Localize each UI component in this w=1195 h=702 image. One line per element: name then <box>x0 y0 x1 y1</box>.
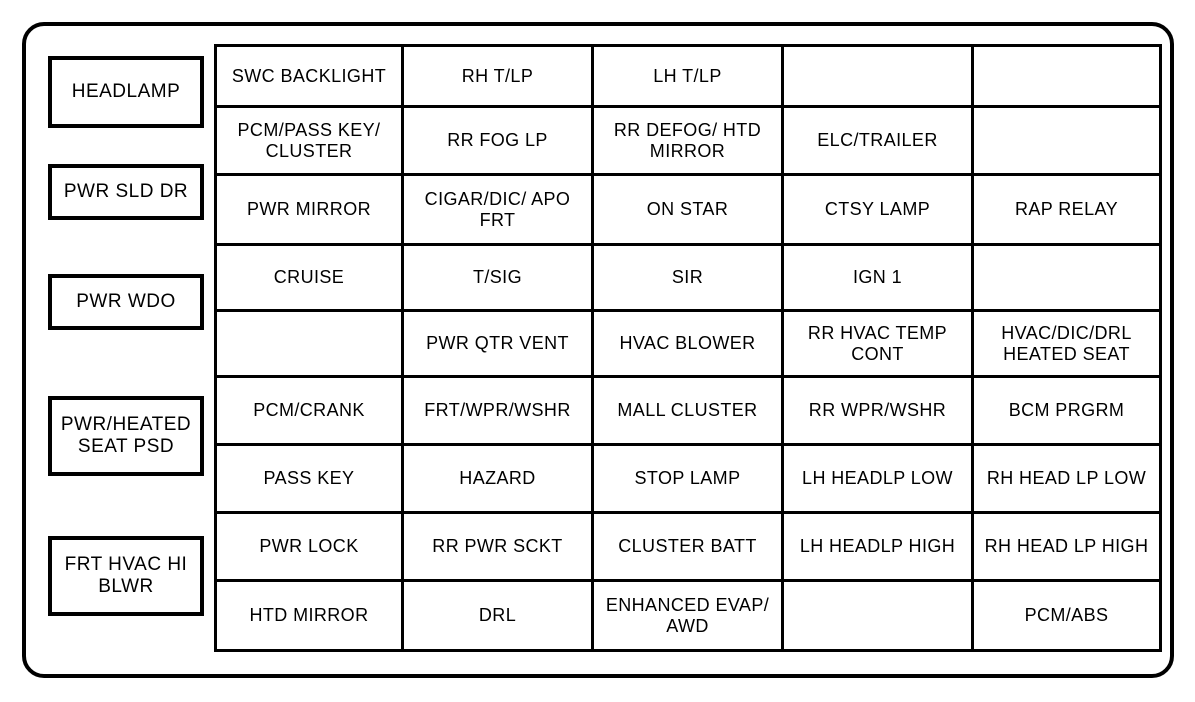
fuse-cell: FRT/WPR/WSHR <box>401 375 594 446</box>
fuse-cell: RH HEAD LP HIGH <box>971 511 1162 582</box>
fuse-cell: CLUSTER BATT <box>591 511 784 582</box>
fuse-cell: PCM/PASS KEY/ CLUSTER <box>214 105 404 176</box>
fuse-cell: HAZARD <box>401 443 594 514</box>
fuse-cell: RR DEFOG/ HTD MIRROR <box>591 105 784 176</box>
fuse-cell <box>971 243 1162 312</box>
fuse-cell: DRL <box>401 579 594 652</box>
fuse-cell: PWR LOCK <box>214 511 404 582</box>
fuse-cell: HVAC/DIC/DRL HEATED SEAT <box>971 309 1162 378</box>
fuse-cell: T/SIG <box>401 243 594 312</box>
fuse-cell: ENHANCED EVAP/ AWD <box>591 579 784 652</box>
fuse-cell: PCM/CRANK <box>214 375 404 446</box>
fuse-cell: SIR <box>591 243 784 312</box>
fuse-cell: CRUISE <box>214 243 404 312</box>
left-box-pwr-heated: PWR/HEATED SEAT PSD <box>48 396 204 476</box>
fuse-cell: PCM/ABS <box>971 579 1162 652</box>
fuse-cell: RH T/LP <box>401 44 594 108</box>
fuse-cell: RR FOG LP <box>401 105 594 176</box>
left-box-headlamp: HEADLAMP <box>48 56 204 128</box>
fuse-cell: STOP LAMP <box>591 443 784 514</box>
left-box-pwr-wdo: PWR WDO <box>48 274 204 330</box>
fuse-cell <box>971 105 1162 176</box>
fuse-cell: RAP RELAY <box>971 173 1162 246</box>
fuse-cell <box>971 44 1162 108</box>
fuse-cell: HVAC BLOWER <box>591 309 784 378</box>
fuse-cell: IGN 1 <box>781 243 974 312</box>
fuse-cell: ON STAR <box>591 173 784 246</box>
fuse-cell: HTD MIRROR <box>214 579 404 652</box>
fuse-cell: PWR MIRROR <box>214 173 404 246</box>
fuse-cell <box>781 579 974 652</box>
left-box-frt-hvac: FRT HVAC HI BLWR <box>48 536 204 616</box>
fuse-cell: SWC BACKLIGHT <box>214 44 404 108</box>
fuse-cell: RH HEAD LP LOW <box>971 443 1162 514</box>
left-box-pwr-sld-dr: PWR SLD DR <box>48 164 204 220</box>
fuse-cell: PWR QTR VENT <box>401 309 594 378</box>
fuse-cell <box>781 44 974 108</box>
fuse-cell: MALL CLUSTER <box>591 375 784 446</box>
fuse-cell: LH HEADLP LOW <box>781 443 974 514</box>
fuse-cell: LH T/LP <box>591 44 784 108</box>
fuse-cell: LH HEADLP HIGH <box>781 511 974 582</box>
fuse-cell: RR PWR SCKT <box>401 511 594 582</box>
fuse-cell <box>214 309 404 378</box>
fuse-cell: ELC/TRAILER <box>781 105 974 176</box>
fuse-cell: RR HVAC TEMP CONT <box>781 309 974 378</box>
fuse-cell: RR WPR/WSHR <box>781 375 974 446</box>
fuse-cell: BCM PRGRM <box>971 375 1162 446</box>
fuse-cell: CIGAR/DIC/ APO FRT <box>401 173 594 246</box>
fuse-cell: CTSY LAMP <box>781 173 974 246</box>
fuse-cell: PASS KEY <box>214 443 404 514</box>
